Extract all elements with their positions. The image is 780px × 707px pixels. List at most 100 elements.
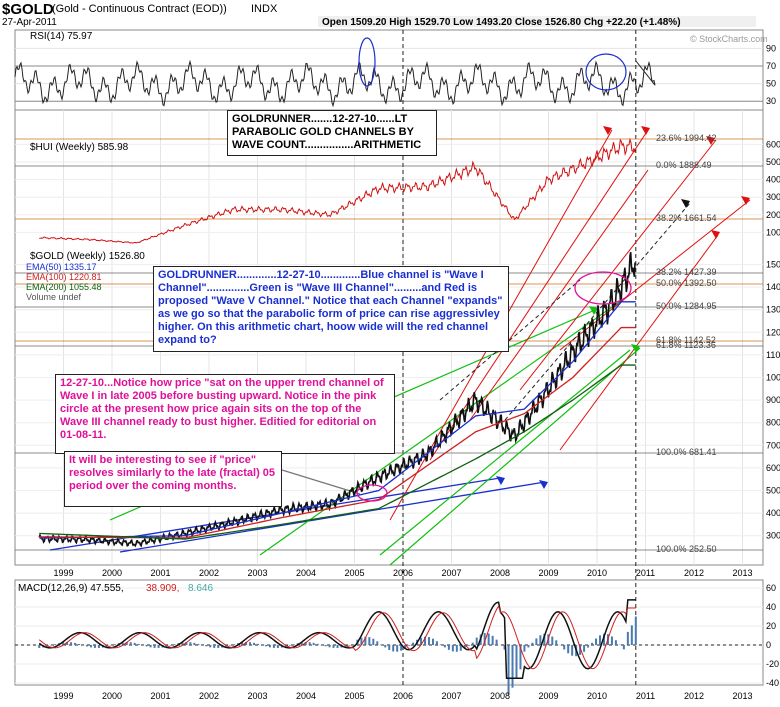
macd-histogram-bar <box>360 637 363 645</box>
gold-tick-label: 600 <box>766 463 780 473</box>
year-tick-label: 2010 <box>587 568 607 578</box>
hui-tick-label: 200 <box>766 210 780 220</box>
year-tick-label: 2000 <box>102 691 122 701</box>
macd-histogram-bar <box>276 645 279 648</box>
year-tick-label: 2007 <box>441 568 461 578</box>
macd-line <box>38 599 636 679</box>
macd-histogram-bar <box>348 645 351 646</box>
macd-histogram-bar <box>595 638 598 645</box>
macd-histogram-bar <box>614 640 617 645</box>
rsi-line <box>14 59 656 108</box>
year-tick-label: 2003 <box>247 691 267 701</box>
gold-tick-label: 700 <box>766 440 780 450</box>
channel-arrowhead <box>711 230 720 239</box>
year-tick-label: 1999 <box>53 568 73 578</box>
macd-histogram-bar <box>483 633 486 645</box>
macd-histogram-bar <box>245 641 248 645</box>
macd-histogram-bar <box>249 642 252 645</box>
year-tick-label: 2005 <box>344 568 364 578</box>
chart-date: 27-Apr-2011 <box>2 17 57 28</box>
year-tick-label: 1999 <box>53 691 73 701</box>
year-tick-label: 2000 <box>102 568 122 578</box>
macd-histogram-bar <box>527 645 530 648</box>
macd-histogram-bar <box>233 644 236 645</box>
wave5-channel-line <box>559 234 719 451</box>
macd-histogram-bar <box>599 635 602 645</box>
macd-histogram-bar <box>515 645 518 679</box>
macd-label: MACD(12,26,9) 47.555, <box>18 583 124 594</box>
chart-name: (Gold - Continuous Contract (EOD)) <box>52 3 227 15</box>
wave1-channel-line <box>119 481 546 553</box>
note-pointer-line <box>281 469 361 495</box>
fib-level-label: 50.0% 1392.50 <box>656 278 717 288</box>
macd-histogram-bar <box>264 645 267 647</box>
wave3-channel-line <box>379 349 631 556</box>
year-tick-label: 2002 <box>199 568 219 578</box>
fractal-note: It will be interesting to see if "price"… <box>64 451 282 507</box>
ema100-label: EMA(100) 1220.81 <box>26 272 102 282</box>
macd-histogram-bar <box>404 645 407 649</box>
macd-histogram-bar <box>256 643 259 645</box>
gold-tick-label: 1400 <box>766 282 780 292</box>
macd-histogram-bar <box>420 637 423 645</box>
macd-histogram-bar <box>209 645 212 648</box>
macd-histogram-bar <box>459 645 462 651</box>
macd-tick-label: 40 <box>766 602 776 612</box>
macd-histogram-bar <box>622 645 625 650</box>
macd-panel <box>14 579 764 686</box>
channel-arrowhead <box>496 476 505 485</box>
year-tick-label: 2006 <box>393 568 413 578</box>
hui-line <box>39 137 637 244</box>
macd-histogram-bar <box>451 645 454 652</box>
macd-tick-label: -40 <box>766 678 779 688</box>
macd-histogram-bar <box>193 642 196 645</box>
macd-histogram-bar <box>439 644 442 645</box>
ema200-label: EMA(200) 1055.48 <box>26 282 102 292</box>
rsi-tick-label: 50 <box>766 79 776 89</box>
macd-histogram-bar <box>424 636 427 645</box>
macd-histogram-bar <box>78 643 81 645</box>
macd-histogram-bar <box>602 633 605 645</box>
gold-tick-label: 1000 <box>766 373 780 383</box>
macd-histogram-bar <box>495 639 498 645</box>
chart-exchange: INDX <box>251 3 278 15</box>
year-tick-label: 2013 <box>732 568 752 578</box>
channel-arrowhead <box>589 306 598 315</box>
macd-histogram-bar <box>396 645 399 652</box>
macd-histogram-bar <box>455 645 458 652</box>
rsi-tick-label: 70 <box>766 61 776 71</box>
year-tick-label: 2002 <box>199 691 219 701</box>
macd-histogram-bar <box>463 645 466 649</box>
macd-histogram-bar <box>308 642 311 645</box>
year-tick-label: 2005 <box>344 691 364 701</box>
wave3-channel-line <box>259 299 623 556</box>
macd-histogram-bar <box>38 645 41 648</box>
macd-histogram-bar <box>519 645 522 670</box>
macd-histogram-bar <box>368 637 371 645</box>
macd-histogram-bar <box>563 645 566 650</box>
macd-histogram-bar <box>129 642 132 645</box>
macd-histogram-bar <box>153 645 156 648</box>
macd-histogram-bar <box>62 642 65 645</box>
brand-watermark: © StockCharts.com <box>690 34 768 44</box>
macd-histogram-bar <box>205 645 208 647</box>
hui-tick-label: 400 <box>766 175 780 185</box>
macd-histogram-bar <box>89 645 92 648</box>
macd-histogram-bar <box>189 642 192 645</box>
volume-label: Volume undef <box>26 292 82 302</box>
macd-histogram-bar <box>591 642 594 645</box>
rsi-highlight-circle <box>585 53 627 91</box>
year-tick-label: 2007 <box>441 691 461 701</box>
year-tick-label: 2011 <box>636 568 655 578</box>
macd-histogram-bar <box>185 641 188 645</box>
fib-level-label: 61.8% 1123.36 <box>656 340 716 350</box>
macd-histogram-bar <box>66 641 69 645</box>
wave5-channel-line <box>519 139 717 391</box>
year-tick-label: 2001 <box>150 691 170 701</box>
macd-histogram-bar <box>352 644 355 645</box>
macd-histogram-bar <box>300 642 303 645</box>
year-tick-label: 2012 <box>684 568 704 578</box>
macd-histogram-bar <box>304 641 307 645</box>
macd-histogram-bar <box>197 643 200 645</box>
